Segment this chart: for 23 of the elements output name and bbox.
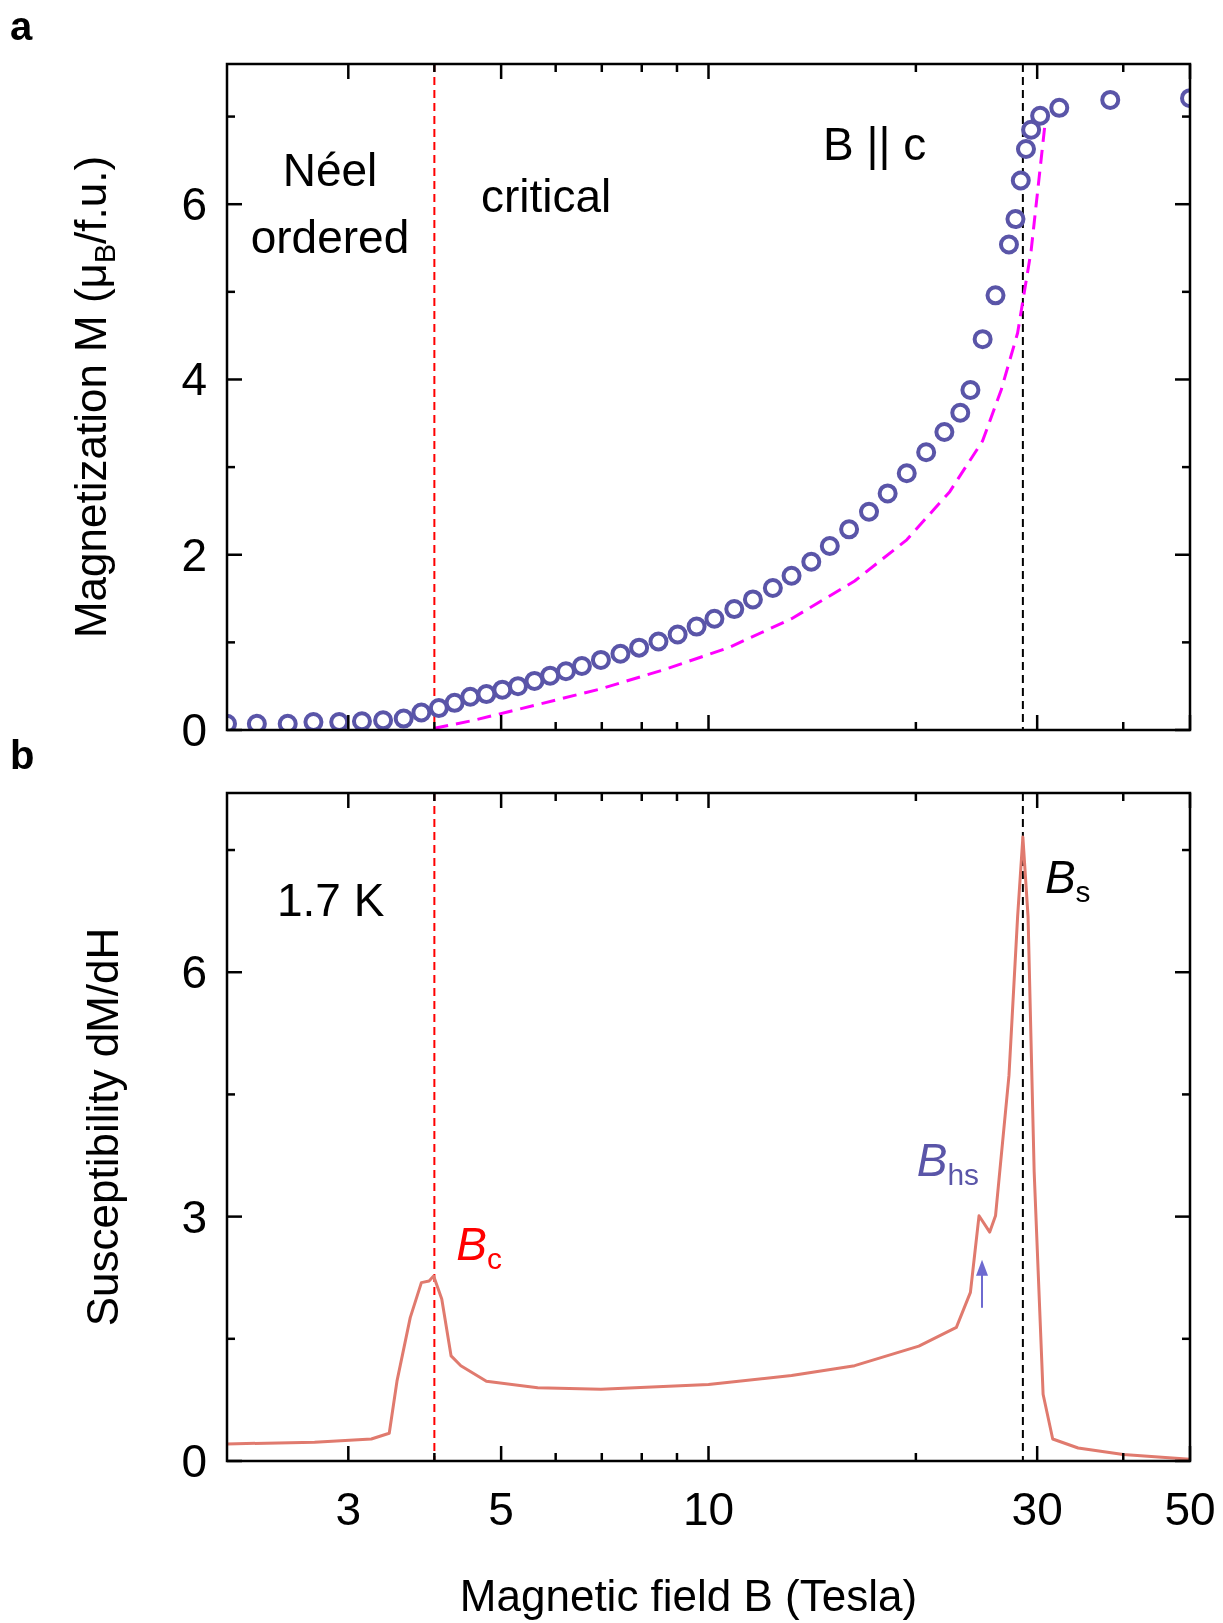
x-tick-label: 3 bbox=[335, 1483, 362, 1535]
chart-title: a bbox=[10, 4, 33, 48]
ref-line-label: B$_{c}$ bbox=[456, 1218, 503, 1276]
y-tick-label: 0 bbox=[181, 1435, 207, 1487]
annotation: Néel ordered bbox=[250, 144, 410, 263]
x-tick-label: 30 bbox=[1011, 1483, 1063, 1535]
y-tick-label: 2 bbox=[181, 528, 207, 581]
y-tick-label: 3 bbox=[181, 1190, 207, 1243]
y-tick-label: 6 bbox=[181, 178, 207, 231]
annotation: B || c bbox=[823, 118, 927, 170]
y-tick-label: 6 bbox=[181, 946, 207, 999]
x-axis-title: Magnetic field B (Tesla) bbox=[459, 1571, 918, 1620]
ref-line-label: B$_{s}$ bbox=[1044, 850, 1091, 908]
x-tick-label: 50 bbox=[1164, 1483, 1216, 1535]
annotation: critical bbox=[481, 170, 612, 222]
x-tick-label: 10 bbox=[682, 1483, 735, 1535]
chart-title: b bbox=[10, 733, 35, 777]
annotation: B$_{hs}$ bbox=[916, 1133, 980, 1191]
x-tick-label: 5 bbox=[488, 1483, 514, 1535]
y-axis-title: Susceptibility dM/dH bbox=[78, 927, 127, 1327]
y-tick-label: 0 bbox=[181, 704, 207, 756]
annotation: 1.7 K bbox=[277, 874, 385, 926]
y-tick-label: 4 bbox=[181, 353, 207, 406]
